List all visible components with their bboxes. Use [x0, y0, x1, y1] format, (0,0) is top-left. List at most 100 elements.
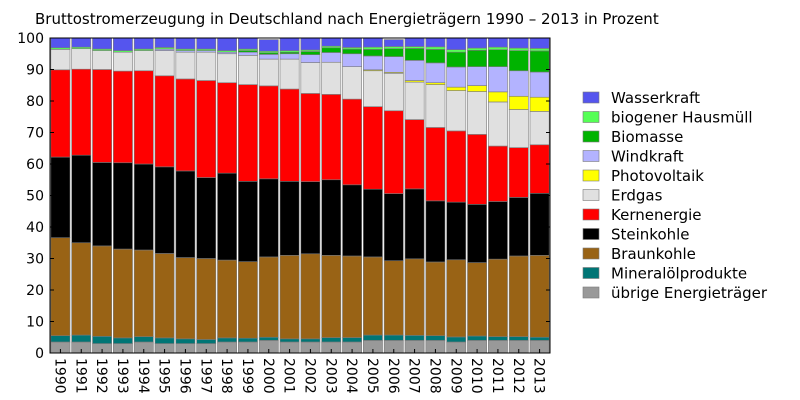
bar-segment-2003-8: [321, 47, 342, 53]
bar-segment-2004-7: [342, 53, 362, 67]
bar-segment-1995-5: [154, 50, 175, 77]
bar-segment-2002-7: [300, 54, 321, 63]
bar-segment-2004-1: [342, 337, 362, 343]
bar-segment-2000-1: [258, 336, 279, 341]
bar-segment-2006-9: [383, 46, 404, 50]
bar-segment-2005-4: [363, 106, 383, 190]
bar-segment-2000-2: [258, 256, 279, 338]
bar-segment-2006-5: [383, 72, 404, 112]
bar-segment-2005-8: [363, 49, 383, 57]
bar-segment-2013-8: [529, 50, 550, 73]
bar-segment-1993-10: [113, 37, 133, 51]
legend-label: Erdgas: [611, 187, 663, 205]
x-tick-label: 1995: [156, 358, 172, 394]
bar-segment-2007-3: [404, 188, 425, 260]
bar-segment-2005-10: [363, 37, 383, 48]
bar-segment-1992-3: [92, 162, 112, 247]
bar-segment-1992-10: [92, 37, 112, 50]
bar-segment-2001-10: [279, 37, 300, 51]
bar-segment-2007-5: [404, 81, 425, 120]
bar-segment-1993-3: [113, 162, 133, 250]
bar-segment-2005-9: [363, 46, 383, 50]
bar-segment-2008-5: [425, 84, 446, 128]
bars-layer: [50, 37, 550, 354]
bar-segment-2007-10: [404, 37, 425, 47]
bar-segment-2000-7: [258, 54, 279, 60]
bar-segment-1999-3: [238, 181, 258, 262]
bar-segment-1994-5: [133, 50, 154, 72]
bar-segment-2005-7: [363, 55, 383, 71]
bar-segment-1991-2: [71, 242, 92, 336]
bar-segment-2011-10: [488, 37, 508, 48]
bar-segment-2008-3: [425, 200, 446, 263]
bar-segment-2012-6: [508, 95, 529, 110]
bar-segment-2002-4: [300, 93, 321, 182]
bar-segment-1999-1: [238, 337, 258, 343]
bar-segment-2010-8: [467, 49, 487, 67]
x-tick-label: 2012: [510, 358, 526, 394]
bar-segment-2005-3: [363, 188, 383, 258]
y-tick-label: 100: [17, 31, 44, 47]
bar-segment-2002-10: [300, 37, 321, 51]
bar-segment-2013-5: [529, 111, 550, 146]
y-tick-label: 50: [26, 189, 44, 205]
y-tick-label: 20: [26, 283, 44, 299]
bar-segment-2013-4: [529, 144, 550, 194]
x-tick-label: 2011: [489, 358, 505, 394]
bar-segment-2010-3: [467, 204, 487, 263]
bar-segment-1995-10: [154, 37, 175, 48]
bar-segment-1991-4: [71, 68, 92, 156]
legend-label: übrige Energieträger: [611, 284, 768, 302]
bar-segment-2013-2: [529, 255, 550, 338]
axes-layer: 0 10 20 30 40 50 60 70 80 90 100 1990 1991 1992 1993 19…: [17, 31, 551, 394]
bar-segment-2012-7: [508, 70, 529, 97]
bar-segment-2002-8: [300, 51, 321, 55]
bar-segment-1993-2: [113, 248, 133, 339]
bar-segment-2004-5: [342, 66, 362, 100]
bar-segment-2006-4: [383, 110, 404, 194]
bar-segment-2010-10: [467, 37, 487, 49]
legend-label: Kernenergie: [611, 206, 702, 224]
bar-segment-1990-3: [50, 156, 71, 239]
x-tick-label: 1996: [176, 358, 192, 394]
x-tick-label: 2010: [468, 358, 484, 394]
y-tick-label: 70: [26, 126, 44, 142]
bar-segment-2004-4: [342, 98, 362, 186]
legend-label: Steinkohle: [611, 226, 690, 244]
bar-segment-2011-2: [488, 258, 508, 337]
bar-segment-1998-4: [217, 82, 237, 174]
bar-segment-2004-2: [342, 255, 362, 338]
bar-segment-2011-7: [488, 66, 508, 93]
bar-segment-1994-10: [133, 37, 154, 50]
bar-segment-2009-9: [446, 49, 467, 53]
legend-swatch: [582, 228, 600, 240]
bar-segment-2012-5: [508, 109, 529, 148]
bar-segment-2006-3: [383, 193, 404, 262]
bar-segment-2008-9: [425, 46, 446, 50]
bar-segment-1999-5: [238, 55, 258, 85]
bar-segment-2009-4: [446, 130, 467, 203]
bar-segment-1998-2: [217, 259, 237, 339]
bar-segment-2012-3: [508, 197, 529, 257]
x-tick-label: 1991: [72, 358, 88, 394]
legend-label: Wasserkraft: [611, 89, 700, 107]
x-tick-label: 2003: [322, 358, 338, 394]
legend-swatch: [582, 130, 600, 143]
legend-swatch: [582, 111, 600, 123]
legend-swatch: [582, 189, 600, 201]
bar-segment-2013-9: [529, 48, 550, 52]
x-tick-label: 2002: [301, 358, 317, 394]
bar-segment-2008-10: [425, 37, 446, 48]
bar-segment-2005-5: [363, 70, 383, 107]
bar-segment-1998-5: [217, 53, 237, 84]
bar-segment-2005-1: [363, 334, 383, 341]
bar-segment-1996-2: [175, 257, 196, 340]
y-tick-label: 40: [26, 220, 44, 236]
chart-title: Bruttostromerzeugung in Deutschland nach…: [35, 10, 659, 28]
bar-segment-1990-2: [50, 237, 71, 336]
bar-segment-2013-10: [529, 37, 550, 49]
bar-segment-2002-1: [300, 338, 321, 343]
bar-segment-2001-2: [279, 255, 300, 340]
bar-segment-2009-2: [446, 259, 467, 338]
bar-segment-2004-3: [342, 184, 362, 257]
